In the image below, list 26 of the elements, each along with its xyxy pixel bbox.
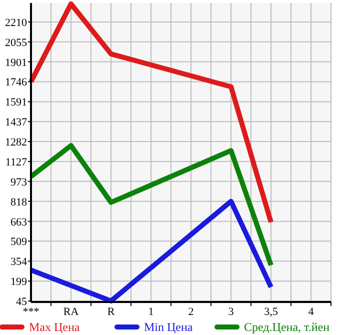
- y-tick-label: 1127: [5, 156, 28, 169]
- y-tick-label: 2210: [5, 16, 28, 29]
- y-tick-label: 1901: [5, 56, 27, 69]
- y-tick-label: 509: [10, 236, 28, 248]
- y-tick-label: 1437: [5, 116, 28, 129]
- y-tick-label: 973: [10, 176, 28, 188]
- y-tick-label: 45: [16, 296, 28, 308]
- x-tick-label: 1: [148, 306, 154, 318]
- legend-label: Min Цена: [144, 320, 194, 334]
- y-tick-label: 1282: [5, 136, 27, 149]
- legend-label: Сред.Цена, т.йен: [244, 320, 330, 334]
- x-tick-label: 3,5: [264, 306, 278, 318]
- x-tick-label: 2: [188, 306, 194, 318]
- legend-label: Max Цена: [29, 320, 80, 334]
- y-tick-label: 199: [10, 276, 28, 288]
- x-tick-label: R: [107, 306, 116, 318]
- y-tick-label: 818: [10, 196, 28, 208]
- y-tick-label: 1591: [5, 96, 27, 109]
- x-tick-label: RA: [63, 306, 79, 318]
- y-tick-label: 663: [10, 216, 28, 228]
- x-tick-label: ***: [22, 306, 40, 318]
- x-tick-label: 4: [308, 306, 314, 318]
- y-tick-label: 354: [10, 256, 28, 268]
- y-tick-label: 1746: [5, 76, 28, 89]
- x-tick-label: 3: [228, 306, 234, 318]
- y-tick-label: 2055: [5, 36, 28, 49]
